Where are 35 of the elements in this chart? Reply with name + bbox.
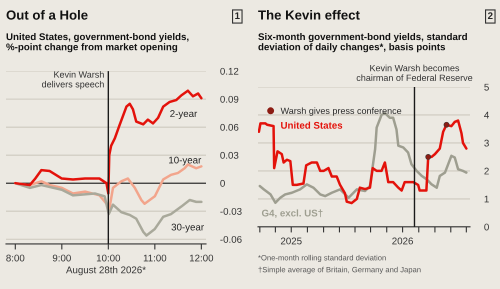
y-tick-label: 3 [484,140,489,147]
series-label: 30-year [171,224,204,232]
chart-subtitle: Six-month government-bond yields, standard deviation of daily changes*, basis points [258,33,467,52]
series-label: United States [281,122,342,129]
x-tick-label: 11:00 [144,254,166,262]
series-label: G4, excl. US† [262,209,322,218]
y-tick-label: 2 [484,168,489,174]
ref-line-label: Kevin Warsh becomes chairman of Federal Reserve [356,64,472,82]
series-label: 10-year [169,156,202,166]
x-tick-label: 2026 [392,238,413,244]
x-tick-label: 12:00 [190,254,214,262]
y-tick-label: 5 [484,84,489,91]
y-tick-label: -0.03 [220,208,242,215]
y-tick-label: 0 [484,224,489,230]
series-label: 2-year [170,110,198,119]
y-tick-label: 1 [484,196,489,202]
y-tick-label: 0.06 [220,124,238,131]
chart-subtitle: United States, government-bond yields, %-point change from market opening [6,33,188,52]
y-tick-label: 4 [484,112,490,118]
y-tick-label: -0.06 [220,236,242,243]
y-tick-label: 0.03 [220,152,238,159]
line-series [14,182,203,237]
line-series [14,89,203,195]
y-tick-label: 0.09 [220,96,238,103]
x-tick-label: 9:00 [52,254,71,262]
x-axis-title: August 28th 2026* [66,266,146,276]
y-tick-label: 0.12 [220,68,238,75]
chart-title: The Kevin effect [258,10,360,20]
legend-label: Warsh gives press conference [280,107,402,116]
y-tick-label: 0 [220,180,225,187]
x-tick-label: 8:00 [6,254,24,262]
ref-line-label: Kevin Warsh delivers speech [42,71,104,90]
x-tick-label: 2025 [280,238,302,244]
chart-title: Out of a Hole [6,10,88,20]
x-tick-label: 10:00 [96,254,120,262]
